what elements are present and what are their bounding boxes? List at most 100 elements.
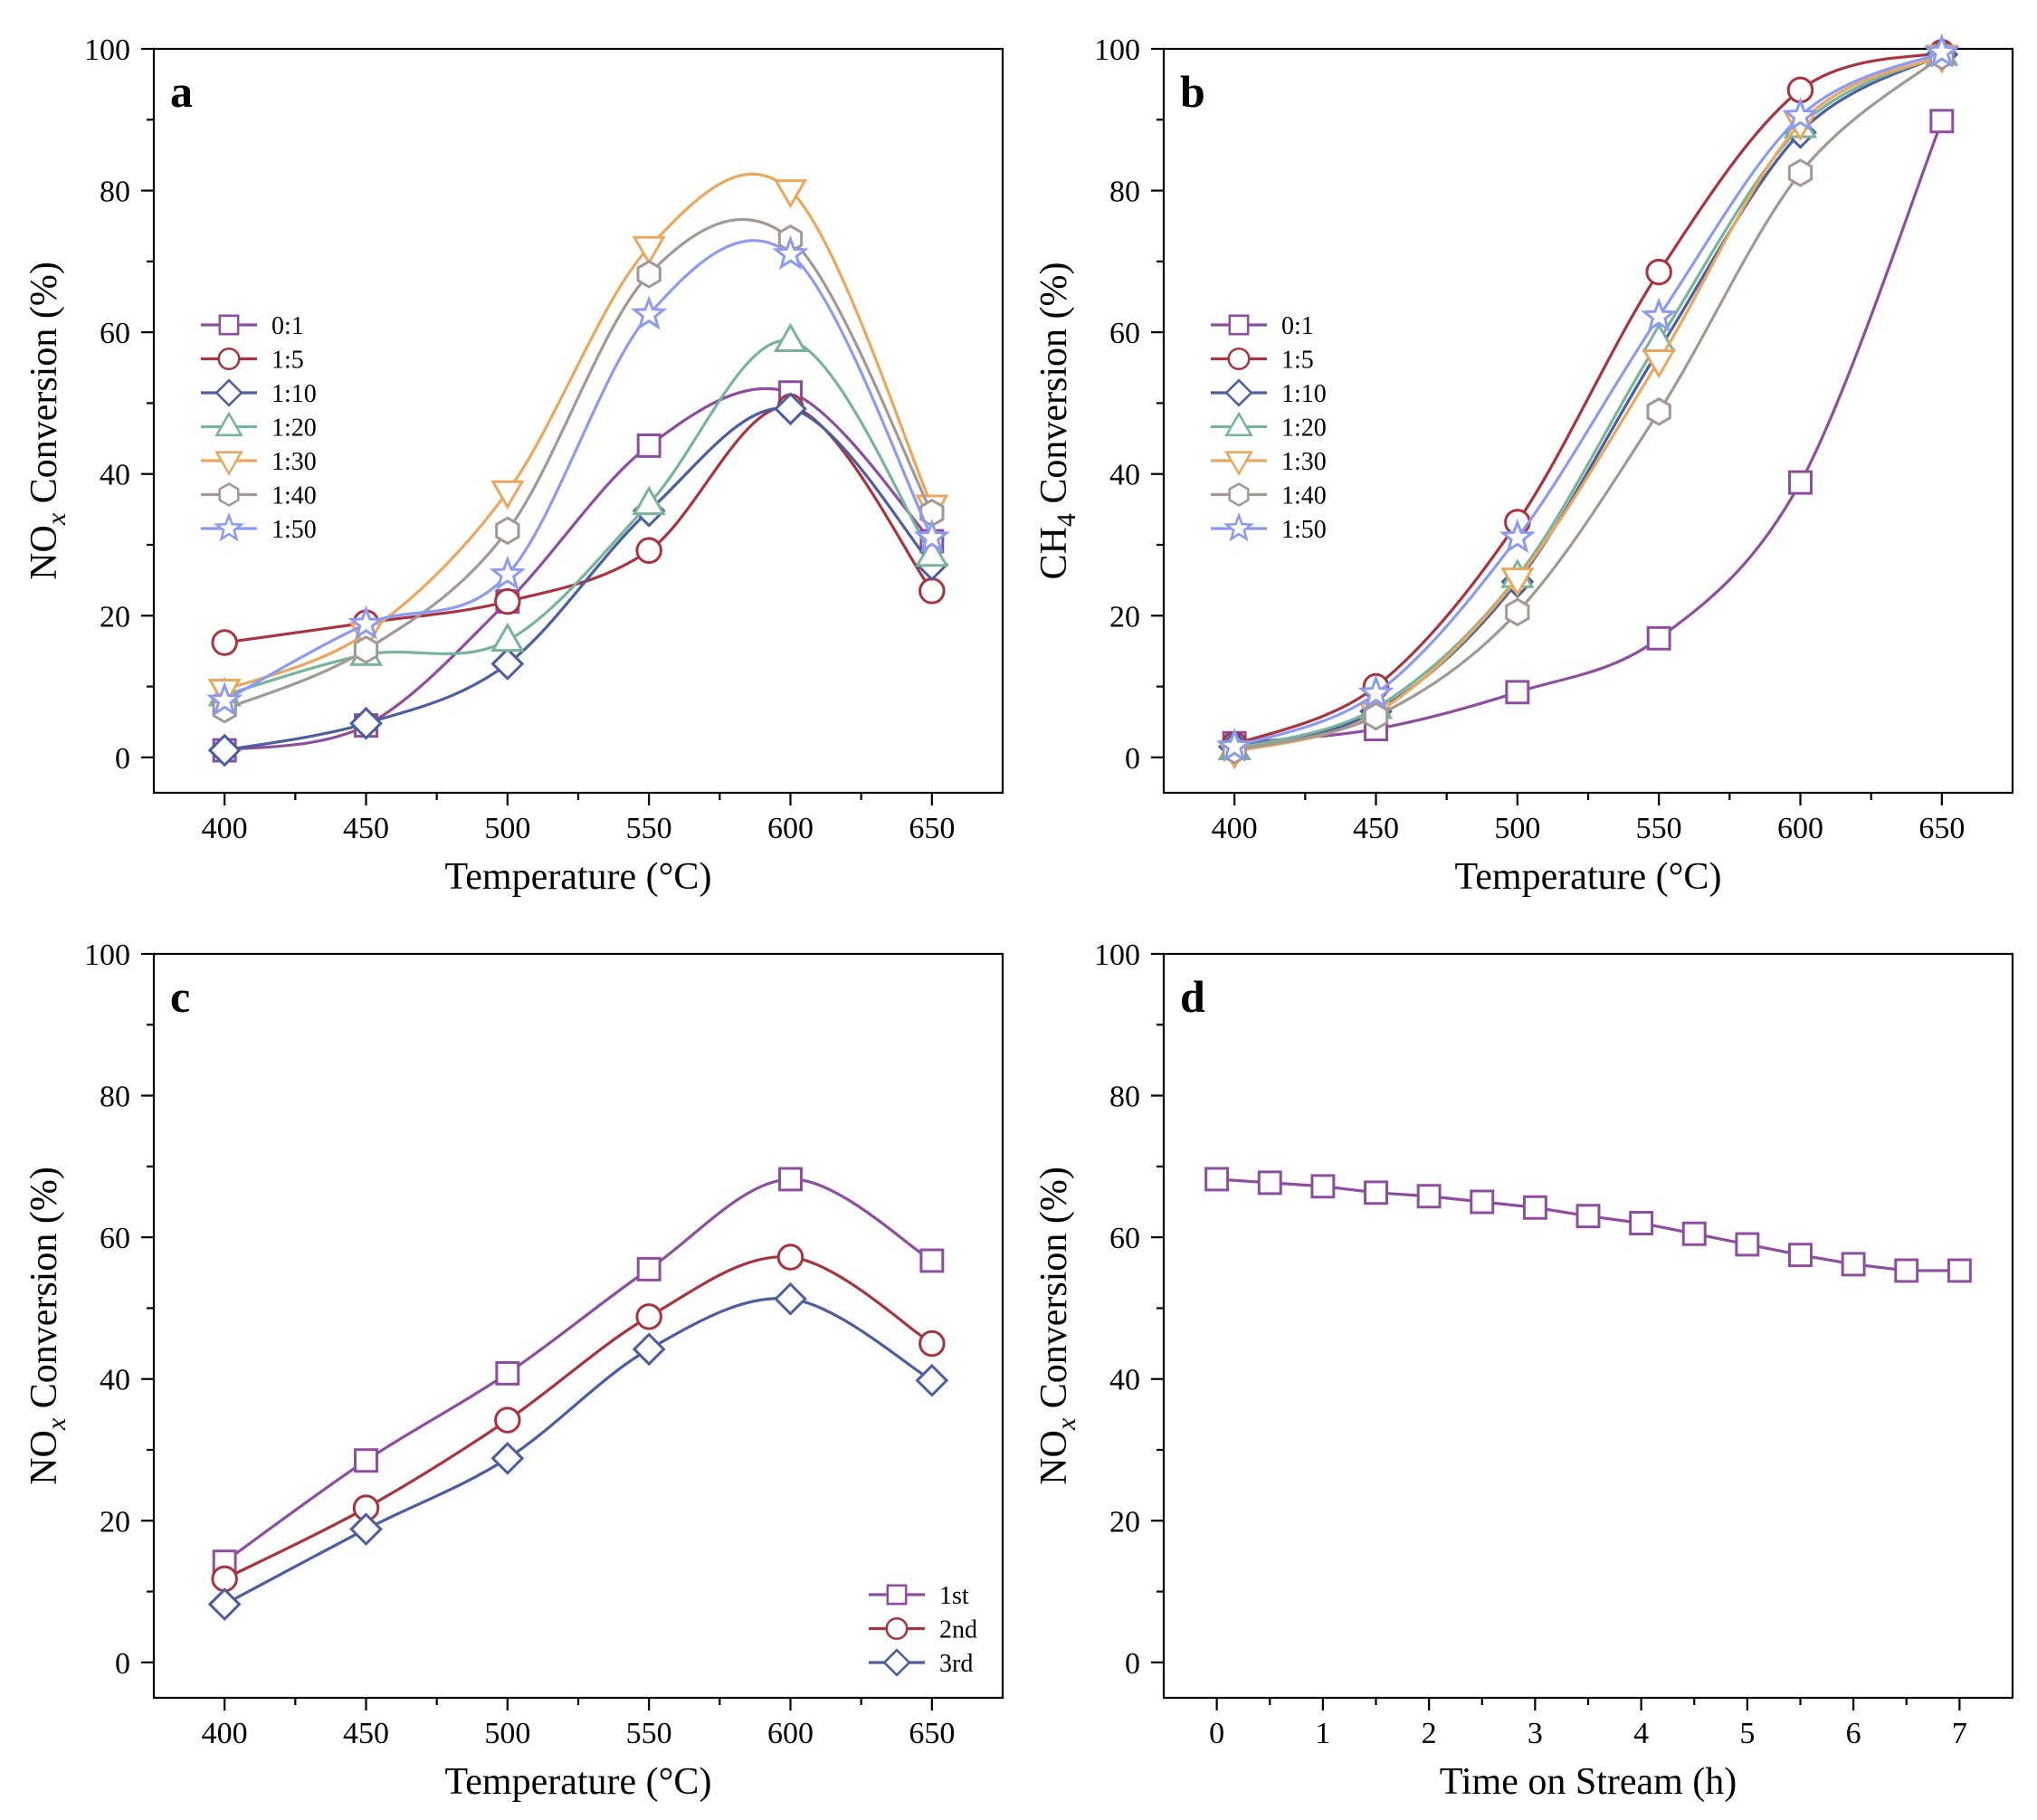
data-point — [919, 1329, 946, 1358]
series-line — [224, 1177, 933, 1563]
data-point — [1841, 1252, 1866, 1277]
data-point — [1357, 674, 1394, 710]
panel-d: 0 1 2 3 4 5 6 7 0 20 40 60 80 100 Time on Stream (h) NO… — [1033, 939, 2014, 1803]
x-tick-label: 4 — [1633, 1717, 1649, 1750]
legend-marker — [214, 378, 243, 407]
data-point — [207, 733, 242, 767]
x-axis-title: Temperature (°C) — [445, 1761, 712, 1803]
legend-item: 1:10 — [201, 378, 317, 408]
legend: 0:1 1:5 1:10 1:20 1:30 1:40 1:50 — [201, 312, 317, 544]
legend-marker — [1228, 314, 1250, 336]
legend-label: 1:30 — [1281, 448, 1327, 476]
y-tick-label: 60 — [100, 317, 130, 350]
legend-marker — [214, 451, 243, 476]
panel-b: 400 450 500 550 600 650 0 20 40 60 80 100 Temperatur… — [1033, 33, 2014, 898]
data-point — [1629, 1211, 1654, 1235]
data-point — [1470, 1189, 1495, 1215]
y-axis-title-subscript: x — [42, 1417, 71, 1431]
legend-item: 1:40 — [1211, 482, 1327, 510]
panel-letter: b — [1180, 66, 1205, 117]
data-point — [636, 260, 662, 289]
y-tick-label: 100 — [84, 939, 130, 972]
legend-item: 1:40 — [201, 482, 317, 510]
data-point — [1788, 470, 1813, 495]
legend-item: 3rd — [869, 1648, 973, 1678]
y-tick-label: 80 — [100, 176, 130, 209]
y-tick-label: 0 — [115, 742, 130, 776]
legend-marker — [218, 482, 240, 507]
legend-label: 1:10 — [1281, 380, 1327, 408]
data-point — [778, 1167, 803, 1192]
legend-item: 2nd — [869, 1616, 977, 1644]
y-tick-label: 60 — [100, 1222, 130, 1255]
x-axis-title: Temperature (°C) — [445, 856, 712, 898]
data-point — [774, 1282, 807, 1316]
series-1-50 — [206, 234, 950, 717]
data-point — [1929, 109, 1955, 134]
series-1st — [212, 1167, 945, 1575]
y-axis-title: NOx Conversion (%) — [1033, 1167, 1081, 1485]
data-point — [494, 1406, 521, 1434]
data-point — [489, 555, 526, 590]
x-tick-label: 450 — [343, 812, 389, 845]
y-tick-label: 100 — [84, 33, 130, 67]
x-tick-label: 6 — [1846, 1717, 1861, 1750]
y-axis-title-subscript: x — [42, 512, 71, 526]
legend-label: 1:40 — [271, 482, 317, 510]
data-point — [915, 537, 949, 567]
legend-label: 1:30 — [271, 448, 317, 476]
y-axis-title-rest: Conversion (%) — [1033, 1167, 1075, 1418]
y-axis-title-subscript: 4 — [1052, 513, 1081, 527]
legend-item: 1:30 — [1211, 448, 1327, 476]
data-point — [632, 1332, 666, 1367]
panel-letter: a — [170, 66, 193, 117]
legend-marker — [1228, 482, 1250, 507]
legend-marker — [882, 1648, 911, 1677]
data-point — [1788, 1243, 1813, 1268]
y-tick-label: 20 — [1109, 600, 1140, 634]
data-point — [1646, 625, 1671, 651]
x-tick-label: 3 — [1528, 1717, 1543, 1750]
data-point — [1646, 397, 1671, 426]
data-point — [354, 1448, 378, 1473]
data-point — [1204, 1167, 1230, 1192]
data-point — [773, 322, 808, 353]
y-tick-label: 20 — [100, 1505, 130, 1539]
data-point — [1787, 158, 1813, 187]
x-tick-label: 400 — [1212, 812, 1258, 845]
data-point — [1310, 1174, 1336, 1199]
series-line — [224, 1255, 933, 1580]
data-point — [631, 295, 668, 330]
y-tick-label: 80 — [100, 1081, 130, 1114]
y-axis-title-subscript: x — [1052, 1417, 1081, 1431]
legend: 1st 2nd 3rd — [869, 1582, 977, 1678]
y-tick-label: 40 — [1109, 1364, 1140, 1397]
x-tick-label: 500 — [1494, 812, 1540, 845]
data-point — [635, 537, 662, 565]
x-tick-label: 550 — [1636, 812, 1682, 845]
data-point — [207, 1587, 242, 1622]
data-point — [349, 706, 383, 740]
data-point — [776, 1244, 804, 1271]
data-point — [349, 1512, 383, 1547]
legend-label: 1:50 — [1281, 516, 1327, 544]
legend-item: 1:20 — [1211, 411, 1327, 443]
y-tick-label: 0 — [1125, 1647, 1140, 1681]
data-point — [494, 587, 521, 615]
legend-label: 1:20 — [1281, 415, 1327, 443]
data-point — [919, 1248, 945, 1273]
legend-label: 1:5 — [1281, 347, 1314, 375]
data-point — [632, 235, 666, 266]
data-point — [206, 681, 243, 717]
y-tick-label: 40 — [100, 459, 130, 492]
data-point — [490, 622, 525, 653]
y-axis-title-rest: Conversion (%) — [1033, 262, 1075, 514]
data-point — [1681, 1221, 1707, 1246]
legend-item: 0:1 — [1211, 312, 1314, 340]
data-point — [1505, 680, 1530, 705]
y-tick-label: 100 — [1094, 939, 1140, 972]
x-tick-label: 450 — [1353, 812, 1399, 845]
x-tick-label: 400 — [202, 1717, 248, 1750]
data-point — [915, 1363, 949, 1397]
